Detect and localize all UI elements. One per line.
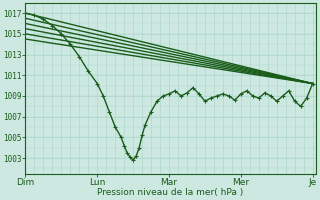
X-axis label: Pression niveau de la mer( hPa ): Pression niveau de la mer( hPa ) xyxy=(97,188,244,197)
